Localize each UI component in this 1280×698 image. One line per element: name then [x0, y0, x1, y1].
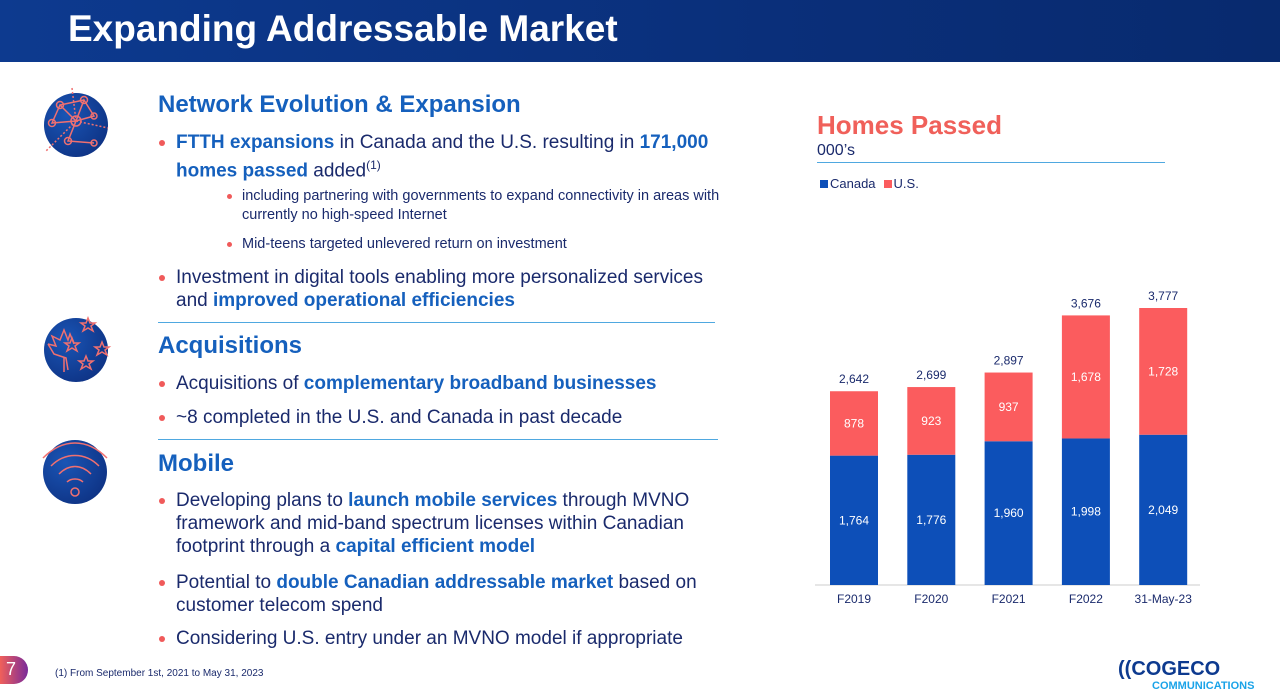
data-label: 1,678	[1071, 370, 1101, 384]
bullet-ftth: FTTH expansions in Canada and the U.S. r…	[159, 131, 736, 182]
divider	[817, 162, 1165, 163]
bullet-completed: ~8 completed in the U.S. and Canada in p…	[159, 406, 736, 429]
page-title: Expanding Addressable Market	[68, 8, 618, 49]
data-label: 878	[844, 416, 864, 430]
data-label: 923	[921, 414, 941, 428]
data-label: 1,960	[994, 506, 1024, 520]
stacked-bar-chart: 1,764 878 2,642 F2019 1,776 923 2,699 F2020 1,96…	[815, 289, 1200, 606]
bullet-double-market: Potential to double Canadian addressable…	[159, 571, 716, 617]
total-label: 3,676	[1071, 296, 1101, 310]
section-title-network: Network Evolution & Expansion	[158, 91, 521, 118]
bar-us-4	[1139, 308, 1188, 435]
x-tick-label: 31-May-23	[1135, 592, 1193, 606]
subbullet-government: including partnering with governments to…	[227, 187, 722, 225]
bullet-acquisitions: Acquisitions of complementary broadband …	[159, 372, 736, 395]
divider	[158, 322, 715, 323]
footnote: (1) From September 1st, 2021 to May 31, …	[55, 668, 264, 679]
legend-canada: Canada	[820, 176, 876, 191]
data-label: 1,764	[839, 513, 869, 527]
bar-canada-1	[907, 454, 956, 585]
maple-leaf-stars-icon	[44, 315, 112, 382]
bar-us-3	[1061, 315, 1110, 439]
subbullet-return: Mid-teens targeted unlevered return on i…	[227, 235, 722, 254]
total-label: 2,897	[994, 354, 1024, 368]
bullet-digital-tools: Investment in digital tools enabling mor…	[159, 266, 726, 312]
bar-canada-4	[1139, 434, 1188, 585]
cogeco-logo: ((COGECO COMMUNICATIONS	[1118, 658, 1255, 692]
bullet-us-entry: Considering U.S. entry under an MVNO mod…	[159, 627, 736, 650]
section-title-mobile: Mobile	[158, 450, 234, 477]
page-number: 7	[0, 656, 28, 684]
chart-title: Homes Passed	[817, 110, 1002, 140]
x-tick-label: F2019	[837, 592, 871, 606]
total-label: 2,699	[916, 368, 946, 382]
bullet-mobile-launch: Developing plans to launch mobile servic…	[159, 489, 706, 558]
total-label: 2,642	[839, 372, 869, 386]
chart-subtitle: 000’s	[817, 142, 855, 159]
bar-canada-0	[830, 455, 878, 585]
title-bar: Expanding Addressable Market	[0, 0, 1280, 62]
section-title-acquisitions: Acquisitions	[158, 332, 303, 359]
legend-us: U.S.	[883, 176, 919, 191]
data-label: 1,776	[916, 513, 946, 527]
bar-us-0	[830, 391, 878, 456]
bar-canada-3	[1061, 438, 1110, 585]
divider	[158, 439, 718, 440]
x-tick-label: F2022	[1069, 592, 1103, 606]
data-label: 1,728	[1148, 364, 1178, 378]
bar-us-1	[907, 387, 956, 455]
x-tick-label: F2021	[992, 592, 1026, 606]
bar-us-2	[984, 372, 1033, 442]
data-label: 2,049	[1148, 503, 1178, 517]
network-icon	[44, 87, 109, 157]
chart-legend: Canada U.S.	[820, 176, 919, 191]
bar-canada-2	[984, 441, 1033, 585]
x-tick-label: F2020	[914, 592, 948, 606]
total-label: 3,777	[1148, 289, 1178, 303]
wifi-icon	[42, 440, 108, 504]
data-label: 1,998	[1071, 505, 1101, 519]
data-label: 937	[999, 400, 1019, 414]
